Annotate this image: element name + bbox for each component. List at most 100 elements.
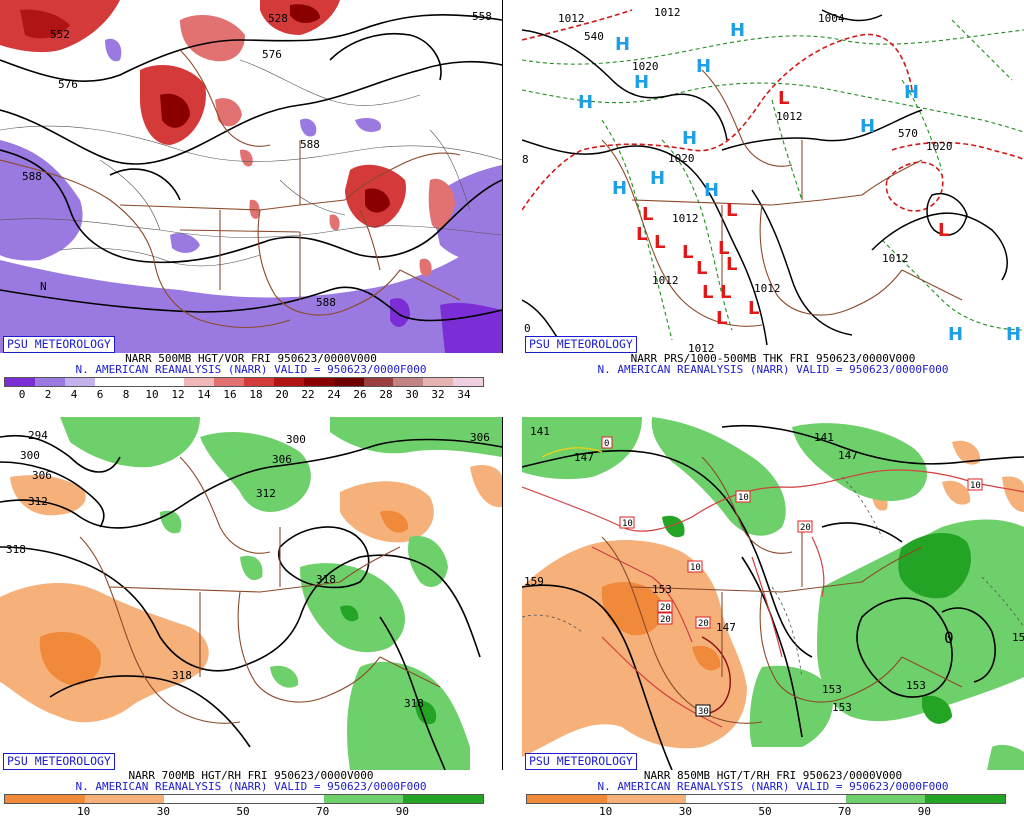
contour-label: 1012 — [652, 274, 679, 287]
color-scale-tick-label: 70 — [316, 805, 330, 818]
color-scale-tick-label: 4 — [70, 388, 78, 401]
contour-label: 318 — [172, 669, 192, 682]
pressure-map-svg: H H H H H H H H H H H H H L L L L L L L — [522, 0, 1024, 353]
temperature-label: 30 — [698, 707, 709, 717]
color-scale-bar — [4, 377, 484, 387]
high-pressure-symbol: H — [860, 116, 875, 137]
vorticity-contour-labels: 552 576 576 588 588 588 558 528 N — [22, 10, 492, 309]
temperature-label: 0 — [604, 439, 609, 449]
color-scale-tick-label: 28 — [379, 388, 393, 401]
temperature-label: 20 — [660, 603, 671, 613]
panel-caption-valid: N. AMERICAN REANALYSIS (NARR) VALID = 95… — [597, 780, 949, 793]
low-pressure-symbol: L — [718, 238, 729, 259]
color-scale-swatch — [527, 795, 607, 803]
panel-caption-product: NARR PRS/1000-500MB THK FRI 950623/0000V… — [630, 352, 916, 365]
contour-label: 0 — [524, 322, 531, 335]
color-scale-swatch — [184, 378, 215, 386]
psu-meteorology-badge: PSU METEOROLOGY — [3, 753, 115, 770]
contour-label: 1012 — [776, 110, 803, 123]
contour-label: 588 — [316, 296, 336, 309]
color-scale-tick-label: 18 — [249, 388, 263, 401]
high-pressure-symbol: H — [612, 178, 627, 199]
color-scale-swatch — [303, 378, 334, 386]
contour-label: 588 — [300, 138, 320, 151]
contour-label: 153 — [652, 583, 672, 596]
color-scale-tick-label: 26 — [353, 388, 367, 401]
low-pressure-symbol: L — [654, 232, 665, 253]
color-scale-ticks: 10 30 50 70 90 — [522, 806, 1024, 818]
temperature-label: 20 — [800, 523, 811, 533]
temperature-label: 10 — [622, 519, 633, 529]
rh850-map-svg: 141 147 141 147 159 153 147 153 153 153 … — [522, 417, 1024, 770]
color-scale-tick-label: 30 — [678, 805, 692, 818]
contour-label: 306 — [470, 431, 490, 444]
psu-meteorology-badge: PSU METEOROLOGY — [525, 336, 637, 353]
color-scale-swatch — [333, 378, 364, 386]
low-pressure-symbol: L — [778, 88, 789, 109]
panel-500mb-vorticity: 552 576 576 588 588 588 558 528 N PSU ME… — [0, 0, 503, 402]
contour-label: 318 — [6, 543, 26, 556]
color-scale-swatch — [5, 795, 85, 803]
panel-caption-product: NARR 700MB HGT/RH FRI 950623/0000V000 — [128, 769, 374, 782]
rh850-contour-labels: 141 147 141 147 159 153 147 153 153 153 … — [524, 425, 1024, 714]
pressure-contour-labels: 1012 1012 1004 540 1020 1012 1020 1012 1… — [522, 6, 953, 353]
region-label: N — [40, 280, 47, 293]
temperature-label: 20 — [698, 619, 709, 629]
high-pressure-symbol: H — [948, 324, 963, 345]
contour-label: 540 — [584, 30, 604, 43]
color-scale-tick-label: 16 — [223, 388, 237, 401]
psu-meteorology-badge: PSU METEOROLOGY — [3, 336, 115, 353]
low-pressure-symbol: L — [748, 298, 759, 319]
high-pressure-symbol: H — [1006, 324, 1021, 345]
panel-caption-valid: N. AMERICAN REANALYSIS (NARR) VALID = 95… — [75, 363, 427, 376]
contour-label: 528 — [268, 12, 288, 25]
high-pressure-symbol: H — [730, 20, 745, 41]
contour-label: 1012 — [754, 282, 781, 295]
color-scale-tick-label: 20 — [275, 388, 289, 401]
contour-label: 312 — [256, 487, 276, 500]
panel-caption-valid: N. AMERICAN REANALYSIS (NARR) VALID = 95… — [597, 363, 949, 376]
high-pressure-symbol: H — [696, 56, 711, 77]
contour-label: 576 — [58, 78, 78, 91]
contour-label: 147 — [838, 449, 858, 462]
panel-700mb-humidity: 294 300 306 312 300 306 306 312 318 318 … — [0, 417, 503, 819]
color-scale-tick-label: 10 — [599, 805, 613, 818]
contour-label: 1012 — [654, 6, 681, 19]
color-scale-tick-label: 10 — [145, 388, 159, 401]
contour-label: 558 — [472, 10, 492, 23]
color-scale-swatch — [453, 378, 483, 386]
contour-label: 300 — [20, 449, 40, 462]
color-scale-swatch — [363, 378, 394, 386]
color-scale-swatch — [845, 795, 926, 803]
contour-label: 570 — [898, 127, 918, 140]
color-scale-ticks: 0 2 4 6 8 10 12 14 16 18 20 22 24 26 28 30 32 34 — [0, 389, 502, 401]
color-scale-tick-label: 70 — [838, 805, 852, 818]
contour-label: 576 — [262, 48, 282, 61]
color-scale-tick-label: 10 — [77, 805, 91, 818]
color-scale-tick-label: 30 — [156, 805, 170, 818]
contour-label: 306 — [272, 453, 292, 466]
color-scale-tick-label: 50 — [236, 805, 250, 818]
color-scale-tick-label: 90 — [917, 805, 931, 818]
color-scale-swatch — [403, 795, 484, 803]
color-scale-swatch — [244, 378, 274, 386]
pressure-centers: H H H H H H H H H H H H H L L L L L L L — [578, 20, 1021, 345]
high-pressure-symbol: H — [615, 34, 630, 55]
color-scale-swatch — [244, 795, 324, 803]
color-scale-tick-label: 50 — [758, 805, 772, 818]
color-scale-swatch — [686, 795, 767, 803]
color-scale-swatch — [323, 795, 404, 803]
color-scale-swatch — [423, 378, 454, 386]
low-pressure-symbol: L — [696, 258, 707, 279]
color-scale-swatch — [94, 378, 125, 386]
color-scale-tick-label: 12 — [171, 388, 185, 401]
color-scale-tick-label: 30 — [405, 388, 419, 401]
temperature-label: 10 — [970, 481, 981, 491]
contour-label: 1020 — [668, 152, 695, 165]
color-scale-tick-label: 2 — [44, 388, 52, 401]
high-pressure-symbol: H — [904, 82, 919, 103]
contour-label: 300 — [286, 433, 306, 446]
low-pressure-symbol: L — [726, 254, 737, 275]
contour-label: 1020 — [632, 60, 659, 73]
low-pressure-symbol: L — [726, 200, 737, 221]
